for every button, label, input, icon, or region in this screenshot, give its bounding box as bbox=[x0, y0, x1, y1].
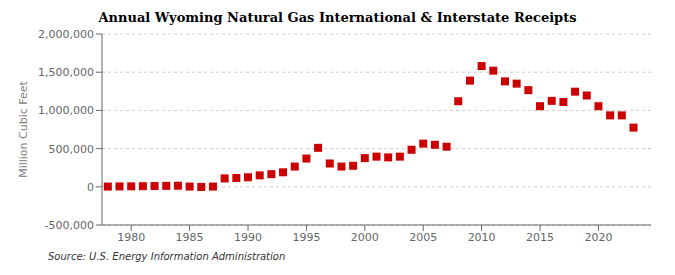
svg-text:1,000,000: 1,000,000 bbox=[38, 104, 94, 117]
svg-text:2010: 2010 bbox=[468, 231, 496, 244]
svg-text:2015: 2015 bbox=[526, 231, 554, 244]
svg-text:1985: 1985 bbox=[176, 231, 204, 244]
svg-text:1,500,000: 1,500,000 bbox=[38, 66, 94, 79]
svg-text:Million Cubic Feet: Million Cubic Feet bbox=[17, 80, 30, 177]
html-text:Source: U.S. Energy Informatio: Source: U.S. Energy Information Administ… bbox=[48, 251, 286, 262]
svg-text:2,000,000: 2,000,000 bbox=[38, 28, 94, 41]
svg-text:2005: 2005 bbox=[409, 231, 437, 244]
html-text:Annual Wyoming Natural Gas Int: Annual Wyoming Natural Gas International… bbox=[98, 10, 577, 25]
svg-text:2000: 2000 bbox=[351, 231, 379, 244]
svg-text:1990: 1990 bbox=[234, 231, 262, 244]
svg-text:500,000: 500,000 bbox=[49, 143, 95, 156]
svg-text:1980: 1980 bbox=[117, 231, 145, 244]
svg-text:-500,000: -500,000 bbox=[45, 219, 94, 232]
svg-text:0: 0 bbox=[87, 181, 94, 194]
svg-text:1995: 1995 bbox=[292, 231, 320, 244]
svg-text:2020: 2020 bbox=[584, 231, 612, 244]
